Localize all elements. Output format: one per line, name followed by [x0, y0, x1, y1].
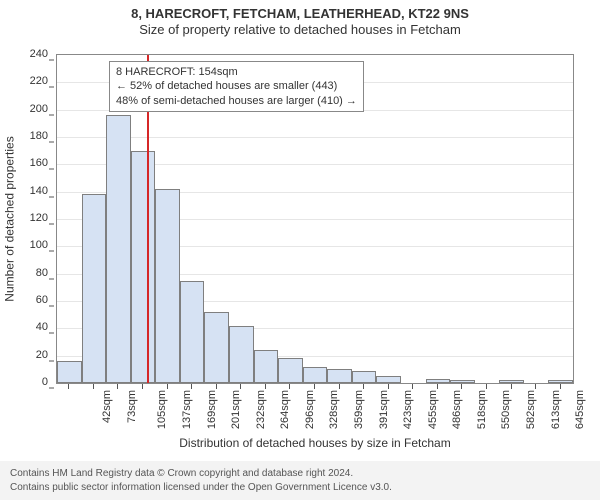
histogram-bar: [548, 380, 573, 383]
y-tick-label: 80: [0, 267, 48, 279]
x-tick-mark: [437, 384, 438, 389]
annotation-box: 8 HARECROFT: 154sqm← 52% of detached hou…: [109, 61, 364, 112]
x-tick-label: 105sqm: [157, 390, 169, 429]
x-tick-label: 645sqm: [574, 390, 586, 429]
y-tick-label: 180: [0, 130, 48, 142]
x-tick-mark: [289, 384, 290, 389]
y-tick-label: 120: [0, 212, 48, 224]
x-tick-mark: [117, 384, 118, 389]
x-tick-label: 73sqm: [126, 390, 138, 423]
histogram-bar: [376, 376, 401, 383]
y-tick-label: 240: [0, 48, 48, 60]
y-tick-label: 20: [0, 349, 48, 361]
x-tick-mark: [363, 384, 364, 389]
x-tick-mark: [216, 384, 217, 389]
x-axis-title: Distribution of detached houses by size …: [56, 436, 574, 450]
x-tick-mark: [93, 384, 94, 389]
x-tick-label: 264sqm: [279, 390, 291, 429]
x-tick-mark: [68, 384, 69, 389]
footer-attribution: Contains HM Land Registry data © Crown c…: [0, 461, 600, 500]
histogram-bar: [57, 361, 82, 383]
footer-line2: Contains public sector information licen…: [10, 481, 590, 495]
x-tick-mark: [535, 384, 536, 389]
x-tick-label: 455sqm: [427, 390, 439, 429]
x-tick-mark: [240, 384, 241, 389]
histogram-bar: [352, 371, 377, 383]
histogram-bar: [327, 369, 352, 383]
y-tick-label: 60: [0, 294, 48, 306]
x-tick-label: 582sqm: [525, 390, 537, 429]
histogram-bar: [180, 281, 205, 384]
x-tick-label: 518sqm: [476, 390, 488, 429]
x-tick-label: 423sqm: [402, 390, 414, 429]
x-tick-mark: [265, 384, 266, 389]
chart-title-line2: Size of property relative to detached ho…: [0, 22, 600, 38]
annotation-line: 48% of semi-detached houses are larger (…: [116, 94, 357, 108]
x-tick-mark: [142, 384, 143, 389]
chart-title-line1: 8, HARECROFT, FETCHAM, LEATHERHEAD, KT22…: [0, 6, 600, 22]
x-tick-label: 201sqm: [230, 390, 242, 429]
chart-title-block: 8, HARECROFT, FETCHAM, LEATHERHEAD, KT22…: [0, 0, 600, 39]
histogram-bar: [254, 350, 279, 383]
histogram-bar: [82, 194, 107, 383]
y-tick-label: 200: [0, 103, 48, 115]
histogram-bar: [450, 380, 475, 383]
y-tick-label: 100: [0, 239, 48, 251]
x-tick-label: 42sqm: [101, 390, 113, 423]
x-tick-mark: [461, 384, 462, 389]
histogram-bar: [131, 151, 156, 383]
x-tick-label: 296sqm: [304, 390, 316, 429]
x-tick-label: 391sqm: [378, 390, 390, 429]
plot-area: 8 HARECROFT: 154sqm← 52% of detached hou…: [56, 54, 574, 384]
gridline: [57, 137, 573, 138]
histogram-bar: [426, 379, 451, 383]
x-tick-label: 550sqm: [501, 390, 513, 429]
x-tick-label: 613sqm: [550, 390, 562, 429]
histogram-bar: [499, 380, 524, 383]
x-tick-mark: [191, 384, 192, 389]
histogram-bar: [278, 358, 303, 383]
y-axis-labels: 020406080100120140160180200220240: [0, 54, 50, 384]
y-tick-label: 40: [0, 321, 48, 333]
histogram-bar: [155, 189, 180, 383]
x-tick-mark: [412, 384, 413, 389]
annotation-line: 8 HARECROFT: 154sqm: [116, 65, 357, 79]
x-tick-label: 137sqm: [181, 390, 193, 429]
x-tick-mark: [167, 384, 168, 389]
x-tick-mark: [511, 384, 512, 389]
histogram-bar: [303, 367, 328, 383]
x-tick-mark: [314, 384, 315, 389]
x-tick-label: 232sqm: [255, 390, 267, 429]
x-tick-label: 328sqm: [329, 390, 341, 429]
footer-line1: Contains HM Land Registry data © Crown c…: [10, 467, 590, 481]
x-tick-mark: [388, 384, 389, 389]
histogram-bar: [204, 312, 229, 383]
y-tick-label: 0: [0, 376, 48, 388]
x-tick-label: 169sqm: [206, 390, 218, 429]
x-tick-mark: [560, 384, 561, 389]
x-tick-mark: [486, 384, 487, 389]
annotation-line: ← 52% of detached houses are smaller (44…: [116, 79, 357, 93]
x-tick-mark: [339, 384, 340, 389]
x-tick-label: 359sqm: [353, 390, 365, 429]
y-tick-label: 220: [0, 75, 48, 87]
histogram-bar: [106, 115, 131, 383]
y-tick-label: 140: [0, 185, 48, 197]
x-tick-label: 486sqm: [451, 390, 463, 429]
y-tick-label: 160: [0, 157, 48, 169]
histogram-bar: [229, 326, 254, 383]
chart-container: Number of detached properties 0204060801…: [0, 44, 600, 444]
